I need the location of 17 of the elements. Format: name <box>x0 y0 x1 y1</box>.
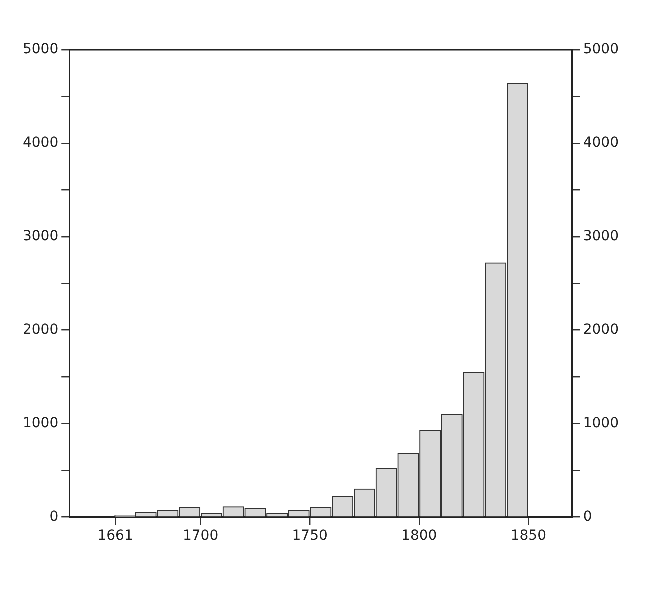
y2-tick-label: 4000 <box>583 135 620 152</box>
y-tick-label: 5000 <box>22 42 59 58</box>
x-tick-label: 1700 <box>182 528 219 544</box>
x-tick-label: 1800 <box>402 528 438 544</box>
y2-tick-label: 0 <box>583 508 592 525</box>
y-tick-label: 0 <box>50 508 59 525</box>
y-tick-label: 2000 <box>22 322 59 338</box>
y2-tick-label: 5000 <box>583 42 620 58</box>
y-tick-label: 1000 <box>22 415 59 432</box>
y-tick-label: 3000 <box>22 228 59 245</box>
y-tick-label: 4000 <box>22 135 59 152</box>
y2-tick-label: 3000 <box>583 228 620 245</box>
y2-tick-label: 1000 <box>583 415 620 432</box>
x-tick-label: 1850 <box>510 528 546 544</box>
x-tick-label: 1750 <box>292 528 328 544</box>
y2-tick-label: 2000 <box>583 322 620 338</box>
x-tick-label: 1661 <box>98 528 134 544</box>
